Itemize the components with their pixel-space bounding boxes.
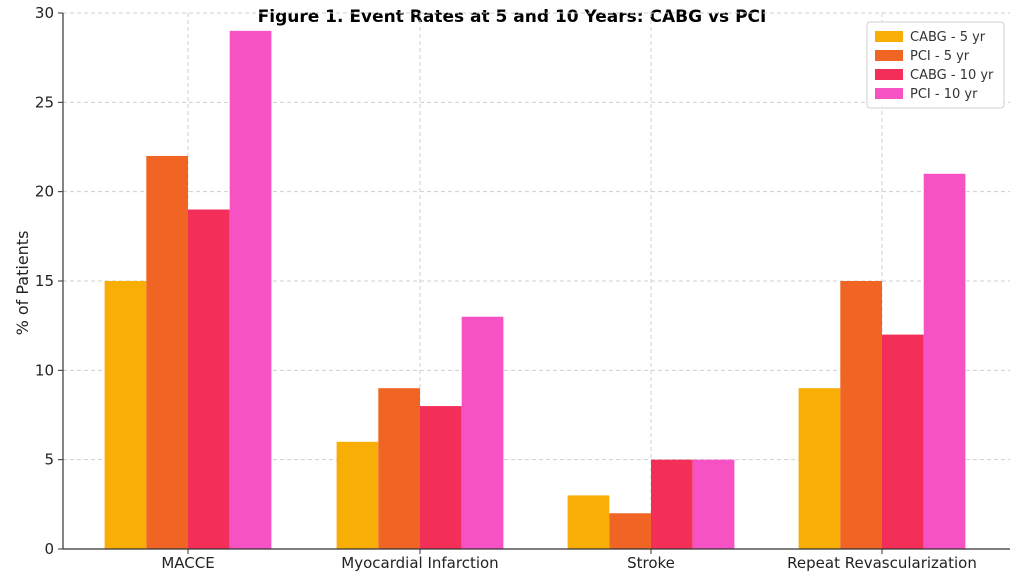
legend: CABG - 5 yr PCI - 5 yr CABG - 10 yr PCI - 1… xyxy=(866,21,1005,109)
legend-label: PCI - 10 yr xyxy=(910,87,978,102)
y-tick-label: 15 xyxy=(35,272,54,290)
y-tick-label: 30 xyxy=(35,4,54,22)
x-tick-label: Stroke xyxy=(627,554,675,572)
legend-box xyxy=(866,21,1005,109)
y-tick-label: 10 xyxy=(35,361,54,379)
bar xyxy=(146,155,188,549)
legend-label: CABG - 10 yr xyxy=(910,68,994,83)
bar xyxy=(798,388,841,549)
y-tick-label: 25 xyxy=(35,93,54,111)
y-tick-labels: 0 5 10 15 20 25 30 xyxy=(35,4,54,558)
bar xyxy=(461,316,504,549)
legend-label: PCI - 5 yr xyxy=(910,49,970,64)
bar xyxy=(229,30,272,550)
bar xyxy=(188,209,230,550)
bars xyxy=(104,30,966,550)
x-tick-label: Myocardial Infarction xyxy=(341,554,498,572)
bar xyxy=(378,388,420,549)
bar xyxy=(567,495,610,549)
legend-swatch xyxy=(875,50,903,61)
bar xyxy=(882,334,924,549)
bar xyxy=(336,441,379,549)
y-tick-label: 0 xyxy=(44,540,54,558)
chart-title: Figure 1. Event Rates at 5 and 10 Years:… xyxy=(258,7,767,27)
y-axis-title: % of Patients xyxy=(13,231,32,336)
bar xyxy=(104,281,147,549)
y-tick-label: 5 xyxy=(44,451,54,469)
axes xyxy=(58,12,1010,554)
legend-label: CABG - 5 yr xyxy=(910,30,986,45)
bar xyxy=(692,459,735,549)
bar xyxy=(609,513,651,549)
x-tick-label: Repeat Revascularization xyxy=(787,554,977,572)
x-tick-labels: MACCE Myocardial Infarction Stroke Repeat R… xyxy=(161,554,977,572)
bar xyxy=(651,459,693,549)
bar xyxy=(420,406,462,549)
y-tick-label: 20 xyxy=(35,183,54,201)
bar xyxy=(923,173,966,550)
legend-swatch xyxy=(875,88,903,99)
legend-swatch xyxy=(875,69,903,80)
legend-swatch xyxy=(875,31,903,42)
bar xyxy=(840,281,882,549)
x-tick-label: MACCE xyxy=(161,554,214,572)
